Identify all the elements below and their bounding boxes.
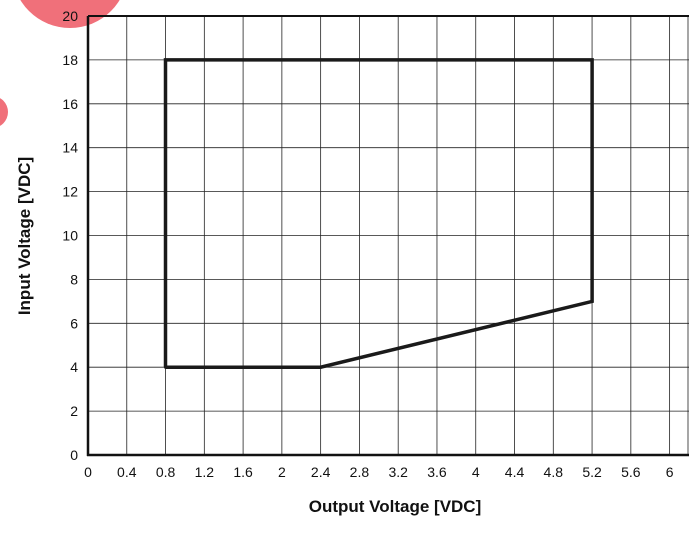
x-tick-label: 0 [84,464,92,480]
y-axis-title: Input Voltage [VDC] [15,157,34,315]
x-tick-label: 3.2 [388,464,408,480]
operating-area-vertex [590,58,594,62]
axes [86,15,689,457]
operating-area-line [163,58,594,369]
y-tick-label: 10 [62,228,78,244]
y-tick-label: 16 [62,96,78,112]
grid-lines [87,15,689,456]
y-tick-label: 8 [70,271,78,287]
x-tick-label: 6 [666,464,674,480]
y-tick-label: 4 [70,359,78,375]
decorative-circle-left [0,98,8,126]
x-tick-label: 1.6 [233,464,253,480]
x-tick-label: 2.8 [350,464,370,480]
series-layer [163,58,594,369]
operating-area-vertex [590,299,594,303]
y-tick-label: 2 [70,403,78,419]
decorative-circle-top [20,0,120,28]
y-tick-label: 12 [62,184,78,200]
x-axis-title: Output Voltage [VDC] [309,497,482,516]
y-tick-labels: 0 2 4 6 8 10 12 14 16 18 20 [62,8,78,463]
y-tick-label: 20 [62,8,78,24]
y-tick-label: 14 [62,140,78,156]
x-tick-label: 3.6 [427,464,447,480]
x-tick-labels: 0 0.4 0.8 1.2 1.6 2 2.4 2.8 3.2 3.6 4 4.4 4.8 5.2 5.6 6 [84,464,674,480]
x-tick-label: 4 [472,464,480,480]
y-tick-label: 0 [70,447,78,463]
x-tick-label: 2.4 [311,464,331,480]
x-tick-label: 4.8 [544,464,564,480]
x-tick-label: 0.4 [117,464,137,480]
x-tick-label: 5.2 [582,464,602,480]
operating-area-vertex [164,365,168,369]
y-tick-label: 6 [70,315,78,331]
operating-area-vertex [319,365,323,369]
y-tick-label: 18 [62,52,78,68]
x-tick-label: 1.2 [195,464,215,480]
operating-area-vertex [164,58,168,62]
x-tick-label: 2 [278,464,286,480]
x-tick-label: 4.4 [505,464,525,480]
x-tick-label: 5.6 [621,464,641,480]
x-tick-label: 0.8 [156,464,176,480]
